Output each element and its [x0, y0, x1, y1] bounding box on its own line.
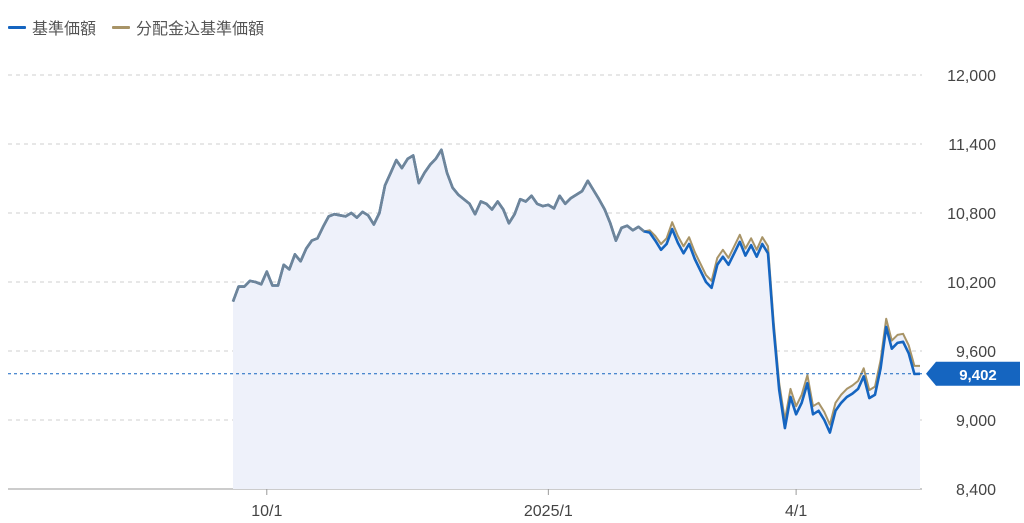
y-tick-label: 9,000	[956, 413, 996, 430]
y-tick-label: 9,600	[956, 344, 996, 361]
area-under-line	[233, 149, 920, 490]
current-value-badge	[926, 361, 1020, 386]
series-lines	[231, 148, 921, 434]
legend-item-nav[interactable]: 基準価額	[8, 15, 96, 39]
y-tick-label: 12,000	[947, 68, 996, 85]
current-value-marker: 9,402	[8, 361, 1020, 386]
x-axis-ticks: 10/1 2025/1 4/1	[251, 489, 807, 520]
legend-item-nav-with-dividends[interactable]: 分配金込基準価額	[112, 15, 264, 39]
y-tick-label: 10,800	[947, 206, 996, 223]
x-tick-label: 10/1	[251, 503, 282, 520]
legend-label-nav-with-dividends: 分配金込基準価額	[136, 19, 265, 38]
legend-swatch-nav	[8, 25, 26, 29]
legend-swatch-nav-with-dividends	[112, 25, 131, 29]
x-tick-label: 4/1	[785, 503, 807, 520]
x-tick-label: 2025/1	[524, 503, 573, 520]
y-tick-label: 8,400	[956, 482, 996, 499]
y-axis-ticks: 12,000 11,400 10,800 10,200 9,600 9,000 8,400	[947, 68, 996, 499]
y-tick-label: 11,400	[948, 137, 996, 154]
overlap-line	[231, 148, 645, 303]
area-fill	[233, 149, 920, 490]
current-value-label: 9,402	[959, 367, 997, 384]
legend-label-nav: 基準価額	[32, 19, 97, 38]
y-tick-label: 10,200	[947, 275, 996, 292]
legend: 基準価額 分配金込基準価額	[8, 14, 264, 40]
